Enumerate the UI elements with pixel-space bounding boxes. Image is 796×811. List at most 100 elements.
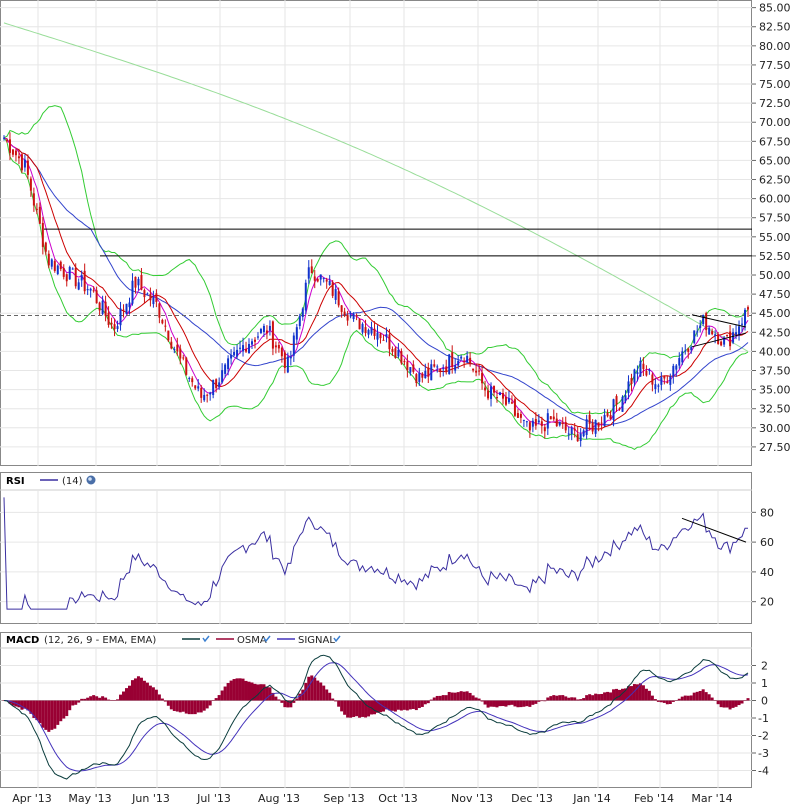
osma-bar xyxy=(319,682,323,701)
candle-body xyxy=(600,422,603,424)
osma-bar xyxy=(235,678,239,701)
osma-bar xyxy=(594,693,598,701)
candle-body xyxy=(289,356,292,359)
osma-bar xyxy=(480,700,484,702)
osma-bar xyxy=(725,700,729,708)
osma-bar xyxy=(301,689,305,701)
osma-bar xyxy=(268,687,272,701)
candle-body xyxy=(83,270,86,292)
candle-body xyxy=(609,415,612,420)
osma-bar xyxy=(205,700,209,709)
candle-body xyxy=(675,365,678,370)
osma-bar xyxy=(265,686,269,701)
osma-bar xyxy=(32,700,36,718)
candle-body xyxy=(259,329,262,334)
candle-body xyxy=(128,302,131,308)
candle-body xyxy=(77,282,80,290)
candle-body xyxy=(310,266,313,274)
check-icon[interactable] xyxy=(263,635,271,643)
candle-body xyxy=(415,374,418,383)
osma-bar xyxy=(588,694,592,701)
candle-body xyxy=(424,370,427,379)
candle-body xyxy=(340,305,343,312)
price-tick-label: 62.50 xyxy=(759,174,791,187)
osma-bar xyxy=(734,700,738,707)
candle-body xyxy=(493,385,496,393)
candle-body xyxy=(469,357,472,365)
candle-body xyxy=(666,381,669,383)
candle-body xyxy=(262,325,265,333)
osma-bar xyxy=(743,700,747,701)
price-tick-label: 75.00 xyxy=(759,78,791,91)
candle-body xyxy=(256,336,259,338)
osma-bar xyxy=(211,700,215,701)
candle-body xyxy=(92,290,95,292)
candle-body xyxy=(59,261,62,270)
price-tick-label: 85.00 xyxy=(759,2,791,15)
osma-bar xyxy=(62,700,66,719)
candle-body xyxy=(744,309,747,326)
x-tick-label: Dec '13 xyxy=(511,792,553,805)
osma-bar xyxy=(707,694,711,701)
osma-bar xyxy=(35,700,39,721)
osma-bar xyxy=(704,692,708,701)
osma-bar xyxy=(122,691,126,701)
osma-bar xyxy=(423,700,427,705)
candle-body xyxy=(379,333,382,339)
candle-body xyxy=(253,339,256,342)
osma-bar xyxy=(101,696,105,701)
osma-bar xyxy=(220,690,224,701)
candle-body xyxy=(182,357,185,359)
candle-body xyxy=(552,416,555,420)
osma-bar xyxy=(41,700,45,728)
osma-bar xyxy=(283,700,287,708)
candle-body xyxy=(185,357,188,375)
osma-bar xyxy=(713,700,717,701)
price-tick-label: 70.00 xyxy=(759,116,791,129)
candle-body xyxy=(233,352,236,356)
candle-body xyxy=(463,360,466,362)
osma-bar xyxy=(483,700,487,705)
candle-body xyxy=(20,154,23,171)
candle-body xyxy=(466,355,469,363)
osma-bar xyxy=(635,684,639,701)
candle-body xyxy=(624,395,627,402)
candle-body xyxy=(113,324,116,330)
osma-bar xyxy=(402,700,406,710)
candle-body xyxy=(227,358,230,370)
price-tick-label: 35.00 xyxy=(759,384,791,397)
candle-body xyxy=(528,422,531,431)
candle-body xyxy=(125,303,128,314)
price-tick-label: 67.50 xyxy=(759,135,791,148)
candle-body xyxy=(221,370,224,383)
horizontal-levels xyxy=(0,228,752,317)
osma-bar xyxy=(591,695,595,701)
candle-body xyxy=(472,368,475,371)
candle-body xyxy=(579,433,582,441)
check-icon[interactable] xyxy=(202,635,210,643)
osma-bar xyxy=(196,700,200,713)
candle-body xyxy=(672,365,675,377)
candle-body xyxy=(621,396,624,412)
candle-body xyxy=(134,276,137,288)
osma-bar xyxy=(576,699,580,701)
candle-body xyxy=(191,378,194,383)
candle-body xyxy=(439,368,442,372)
osma-bar xyxy=(683,695,687,701)
osma-bar xyxy=(390,700,394,711)
osma-bar xyxy=(286,700,290,708)
osma-bar xyxy=(92,695,96,701)
check-icon[interactable] xyxy=(333,635,341,643)
osma-bar xyxy=(641,685,645,701)
candle-body xyxy=(328,280,331,286)
osma-bar xyxy=(609,692,613,701)
candle-body xyxy=(200,388,203,398)
candle-body xyxy=(218,382,221,387)
osma-bar xyxy=(695,691,699,701)
osma-bar xyxy=(119,694,123,701)
osma-bar xyxy=(501,700,505,707)
osma-bar xyxy=(375,700,379,713)
osma-bar xyxy=(367,700,371,717)
osma-bar xyxy=(534,700,538,704)
candle-body xyxy=(630,378,633,385)
